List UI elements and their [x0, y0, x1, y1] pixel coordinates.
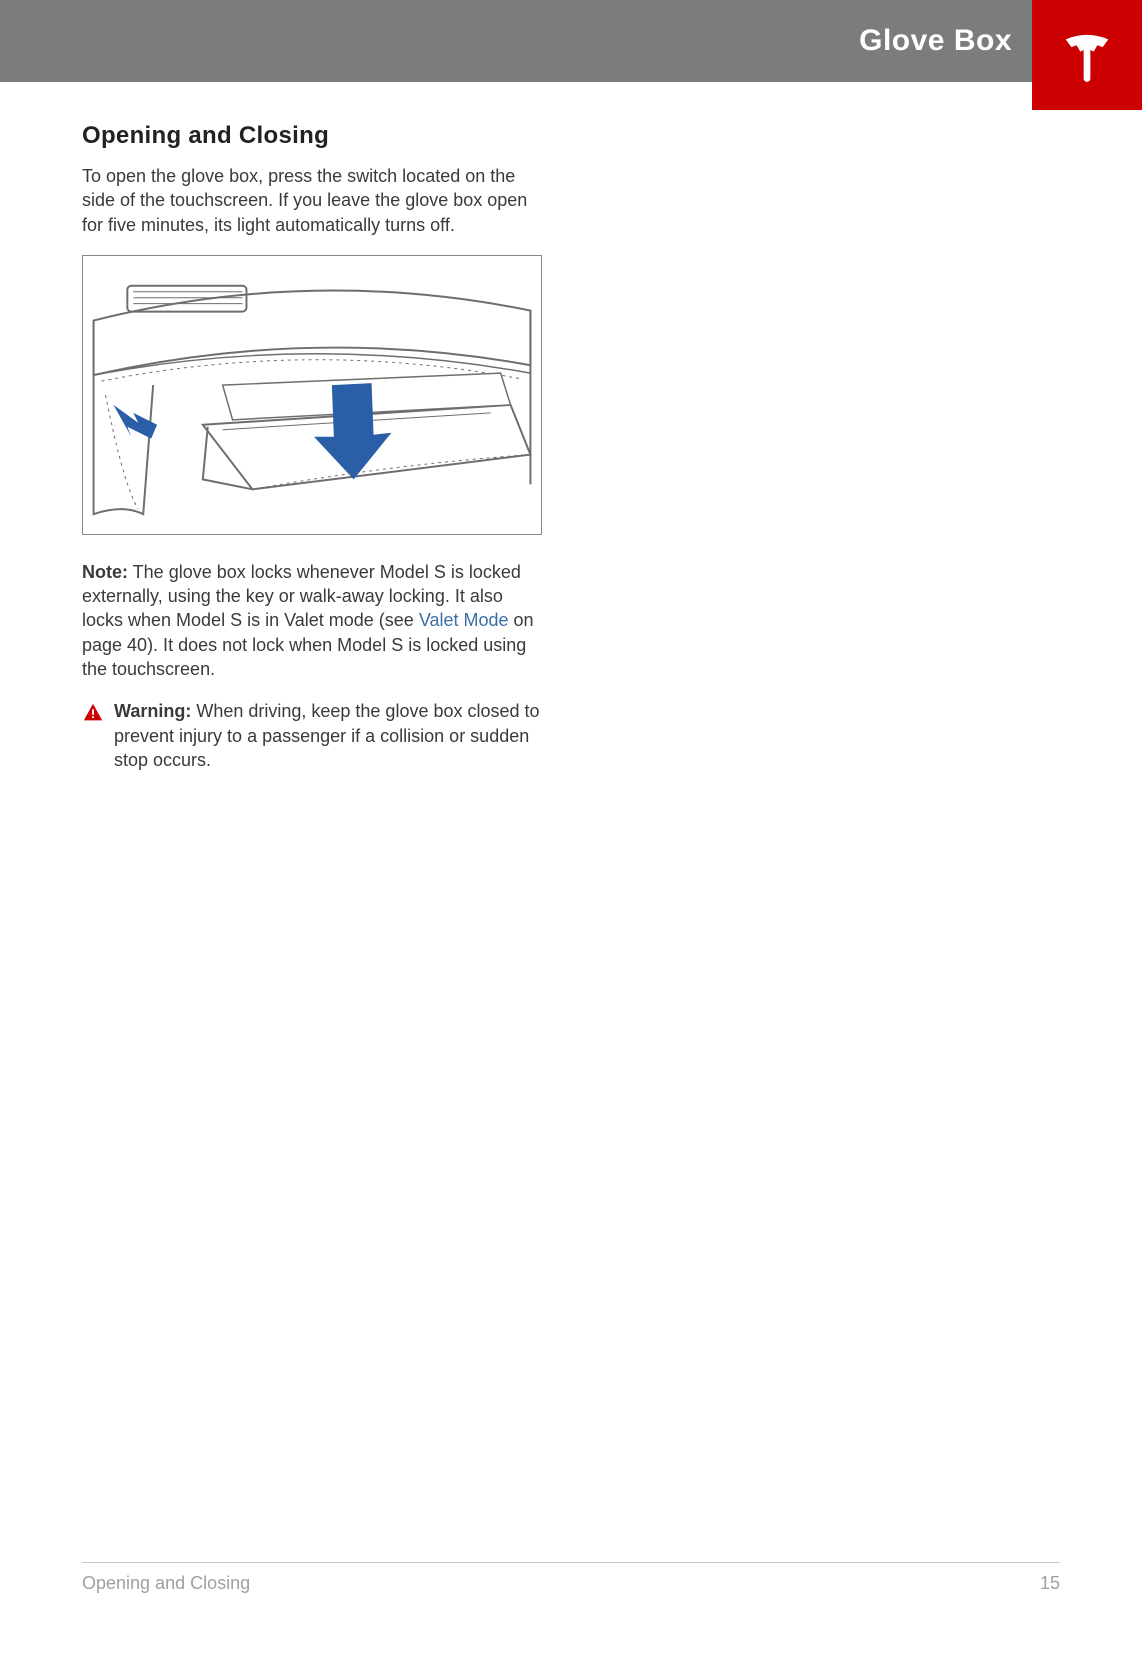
page-footer: Opening and Closing 15	[82, 1562, 1060, 1594]
glovebox-illustration	[82, 255, 542, 535]
warning-label: Warning:	[114, 701, 191, 721]
content-column: Opening and Closing To open the glove bo…	[82, 122, 542, 772]
footer-page-number: 15	[1040, 1573, 1060, 1594]
valet-mode-link[interactable]: Valet Mode	[419, 610, 509, 630]
warning-text: Warning: When driving, keep the glove bo…	[114, 699, 542, 772]
header-bar: Glove Box	[0, 0, 1142, 82]
intro-paragraph: To open the glove box, press the switch …	[82, 164, 542, 237]
page-title: Glove Box	[859, 24, 1012, 58]
warning-icon	[82, 702, 104, 772]
brand-logo-block	[1032, 0, 1142, 110]
footer-section: Opening and Closing	[82, 1573, 250, 1594]
warning-block: Warning: When driving, keep the glove bo…	[82, 699, 542, 772]
section-heading: Opening and Closing	[82, 122, 542, 150]
tesla-logo-icon	[1059, 27, 1115, 83]
note-label: Note:	[82, 562, 128, 582]
note-paragraph: Note: The glove box locks whenever Model…	[82, 560, 542, 681]
